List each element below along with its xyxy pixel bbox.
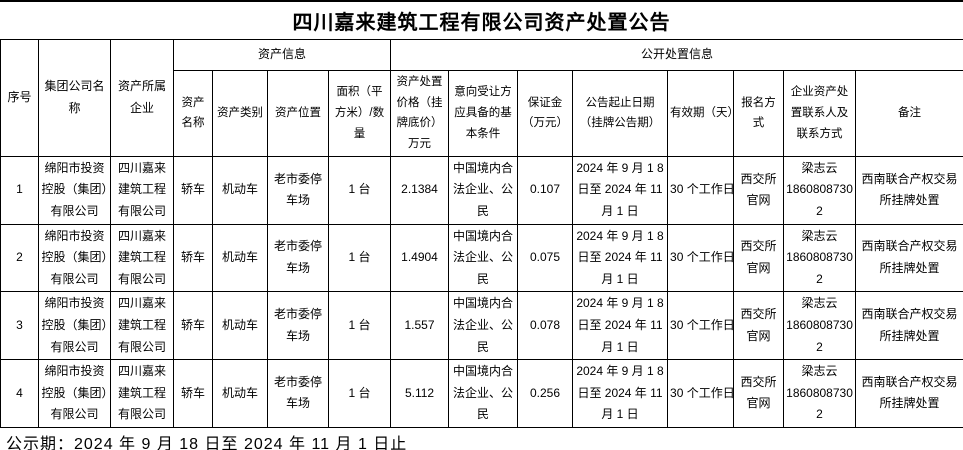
cell-asset-type: 机动车 — [212, 155, 268, 225]
cell-owner-company: 四川嘉来建筑工程有限公司 — [110, 155, 174, 225]
cell-asset-location: 老市委停车场 — [267, 359, 329, 428]
col-header-validity: 有效期（天） — [667, 70, 735, 157]
cell-contact: 梁志云 18608087302 — [783, 359, 857, 428]
cell-remark: 西南联合产权交易所挂牌处置 — [855, 291, 963, 361]
cell-asset-location: 老市委停车场 — [267, 223, 329, 293]
contact-name: 梁志云 — [801, 228, 838, 243]
cell-asset-type: 机动车 — [212, 223, 268, 293]
col-header-asset-name: 资产名称 — [173, 70, 213, 157]
col-header-contact: 企业资产处置联系人及联系方式 — [783, 70, 857, 157]
contact-name: 梁志云 — [801, 160, 838, 175]
col-header-remark: 备注 — [855, 70, 963, 157]
group-header-public-disposal-info: 公开处置信息 — [390, 39, 963, 71]
col-header-deposit: 保证金（万元） — [517, 70, 574, 157]
cell-deposit: 0.075 — [517, 223, 574, 293]
cell-announce-period: 2024 年 9 月 1 8 日至 2024 年 11 月 1 日 — [572, 291, 669, 361]
col-header-register-method: 报名方式 — [733, 70, 785, 157]
cell-register-method: 西交所官网 — [733, 359, 785, 428]
cell-register-method: 西交所官网 — [733, 291, 785, 361]
cell-deposit: 0.078 — [517, 291, 574, 361]
cell-register-method: 西交所官网 — [733, 155, 785, 225]
cell-contact: 梁志云 18608087302 — [783, 155, 857, 225]
page-title: 四川嘉来建筑工程有限公司资产处置公告 — [292, 12, 671, 34]
cell-price: 1.4904 — [390, 223, 450, 293]
col-header-seq: 序号 — [0, 39, 39, 157]
cell-price: 2.1384 — [390, 155, 450, 225]
col-header-asset-type: 资产类别 — [212, 70, 268, 157]
cell-validity: 30 个工作日 — [667, 291, 735, 361]
col-header-announce-period: 公告起止日期（挂牌公告期） — [572, 70, 669, 157]
cell-validity: 30 个工作日 — [667, 223, 735, 293]
cell-asset-type: 机动车 — [212, 359, 268, 428]
cell-owner-company: 四川嘉来建筑工程有限公司 — [110, 223, 174, 293]
contact-phone: 18608087302 — [786, 182, 853, 218]
cell-announce-period: 2024 年 9 月 1 8 日至 2024 年 11 月 1 日 — [572, 155, 669, 225]
asset-disposal-table: 序号 集团公司名称 资产所属企业 资产信息 公开处置信息 资产名称 资产类别 资… — [0, 39, 963, 428]
cell-seq: 2 — [0, 223, 39, 293]
cell-remark: 西南联合产权交易所挂牌处置 — [855, 155, 963, 225]
table-row: 4 绵阳市投资控股（集团）有限公司 四川嘉来建筑工程有限公司 轿车 机动车 老市… — [0, 359, 963, 428]
cell-remark: 西南联合产权交易所挂牌处置 — [855, 359, 963, 428]
cell-area-qty: 1 台 — [327, 291, 392, 361]
cell-contact: 梁志云 18608087302 — [783, 291, 857, 361]
cell-area-qty: 1 台 — [327, 223, 392, 293]
cell-contact: 梁志云 18608087302 — [783, 223, 857, 293]
cell-group-company: 绵阳市投资控股（集团）有限公司 — [38, 291, 111, 361]
col-header-price: 资产处置价格（挂牌底价）万元 — [390, 70, 450, 157]
cell-seq: 1 — [0, 155, 39, 225]
publicity-period-note: 公示期：2024 年 9 月 18 日至 2024 年 11 月 1 日止 — [6, 435, 408, 450]
contact-name: 梁志云 — [801, 296, 838, 311]
cell-deposit: 0.256 — [517, 359, 574, 428]
cell-seq: 4 — [0, 359, 39, 428]
contact-phone: 18608087302 — [786, 385, 853, 422]
cell-owner-company: 四川嘉来建筑工程有限公司 — [110, 359, 174, 428]
cell-announce-period: 2024 年 9 月 1 8 日至 2024 年 11 月 1 日 — [572, 223, 669, 293]
header-row-columns: 资产名称 资产类别 资产位置 面积（平方米）/数量 资产处置价格（挂牌底价）万元… — [1, 70, 963, 157]
cell-price: 1.557 — [390, 291, 450, 361]
table-row: 3 绵阳市投资控股（集团）有限公司 四川嘉来建筑工程有限公司 轿车 机动车 老市… — [0, 291, 963, 361]
cell-asset-name: 轿车 — [173, 359, 213, 428]
cell-transferee-req: 中国境内合法企业、公民 — [448, 155, 519, 225]
cell-asset-type: 机动车 — [212, 291, 268, 361]
header-row-groups: 序号 集团公司名称 资产所属企业 资产信息 公开处置信息 — [0, 39, 963, 157]
cell-group-company: 绵阳市投资控股（集团）有限公司 — [38, 155, 111, 225]
cell-remark: 西南联合产权交易所挂牌处置 — [855, 223, 963, 293]
cell-owner-company: 四川嘉来建筑工程有限公司 — [110, 291, 174, 361]
col-header-owner-company: 资产所属企业 — [110, 39, 174, 157]
col-header-transferee-req: 意向受让方应具备的基本条件 — [448, 70, 519, 157]
contact-phone: 18608087302 — [786, 317, 853, 354]
cell-validity: 30 个工作日 — [667, 359, 735, 428]
cell-validity: 30 个工作日 — [667, 155, 735, 225]
cell-area-qty: 1 台 — [327, 155, 392, 225]
cell-asset-name: 轿车 — [173, 291, 213, 361]
cell-group-company: 绵阳市投资控股（集团）有限公司 — [38, 223, 111, 293]
group-header-asset-info: 资产信息 — [172, 39, 392, 71]
cell-area-qty: 1 台 — [327, 359, 392, 428]
cell-transferee-req: 中国境内合法企业、公民 — [448, 291, 519, 361]
table-row: 1 绵阳市投资控股（集团）有限公司 四川嘉来建筑工程有限公司 轿车 机动车 老市… — [0, 155, 963, 225]
cell-asset-location: 老市委停车场 — [267, 291, 329, 361]
cell-asset-name: 轿车 — [173, 223, 213, 293]
cell-seq: 3 — [0, 291, 39, 361]
cell-announce-period: 2024 年 9 月 1 8 日至 2024 年 11 月 1 日 — [572, 359, 669, 428]
table-row: 2 绵阳市投资控股（集团）有限公司 四川嘉来建筑工程有限公司 轿车 机动车 老市… — [0, 223, 963, 293]
col-header-group-company: 集团公司名称 — [38, 39, 111, 157]
contact-phone: 18608087302 — [786, 250, 853, 286]
cell-price: 5.112 — [390, 359, 450, 428]
cell-deposit: 0.107 — [517, 155, 574, 225]
cell-register-method: 西交所官网 — [733, 223, 785, 293]
cell-asset-location: 老市委停车场 — [267, 155, 329, 225]
cell-transferee-req: 中国境内合法企业、公民 — [448, 359, 519, 428]
col-header-asset-location: 资产位置 — [267, 70, 329, 157]
cell-transferee-req: 中国境内合法企业、公民 — [448, 223, 519, 293]
cell-group-company: 绵阳市投资控股（集团）有限公司 — [38, 359, 111, 428]
col-header-area-qty: 面积（平方米）/数量 — [327, 70, 392, 157]
cell-asset-name: 轿车 — [173, 155, 213, 225]
contact-name: 梁志云 — [801, 364, 838, 379]
